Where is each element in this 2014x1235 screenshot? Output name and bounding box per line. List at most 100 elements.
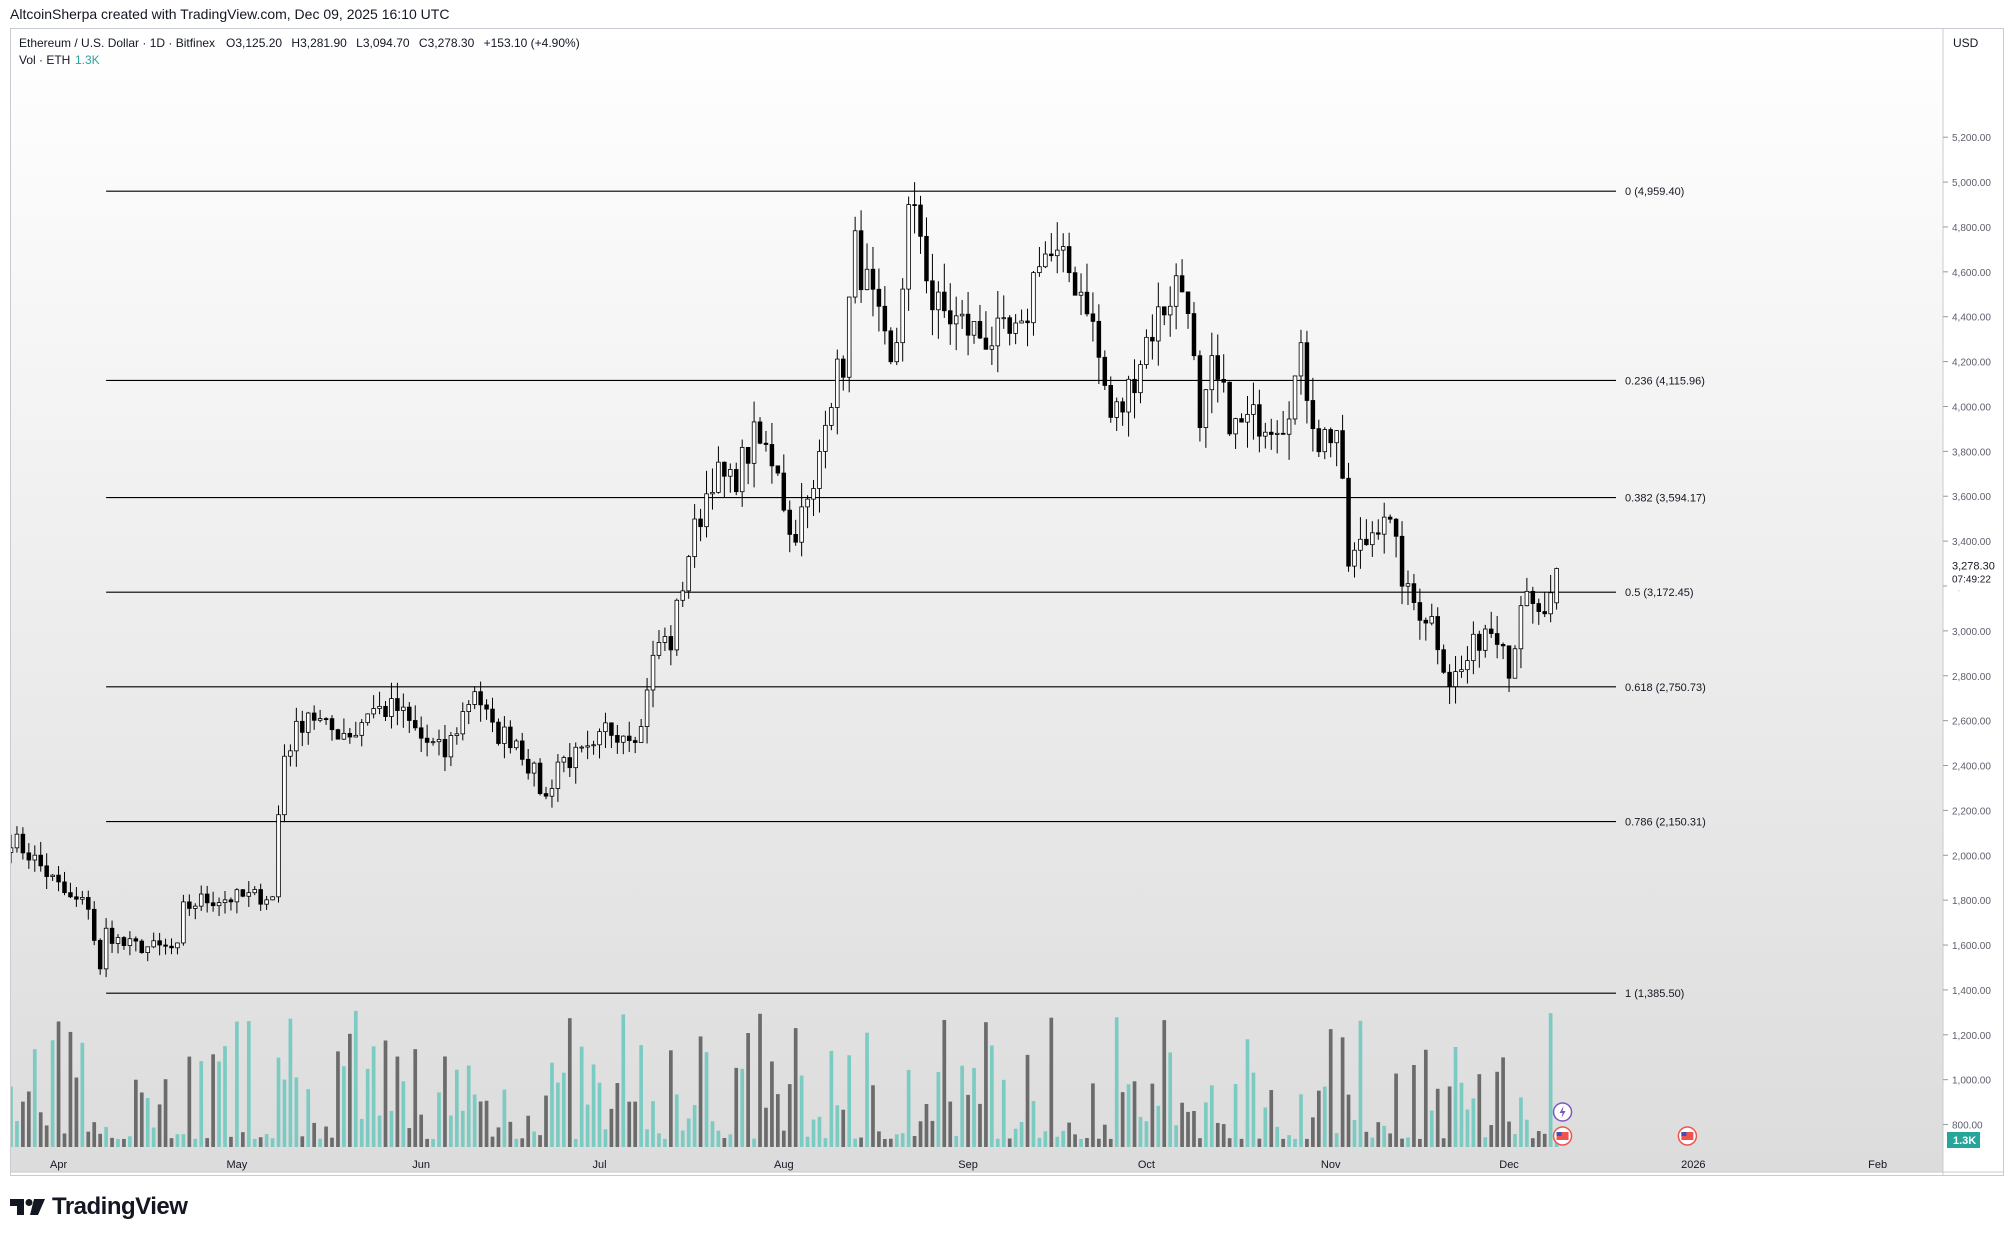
- candle-body[interactable]: [365, 713, 370, 724]
- candle-body[interactable]: [1376, 532, 1381, 535]
- candle-body[interactable]: [965, 313, 971, 336]
- candle-body[interactable]: [187, 901, 192, 909]
- candle-body[interactable]: [1346, 477, 1351, 567]
- candle-body[interactable]: [1245, 414, 1250, 423]
- fibonacci-retracement[interactable]: 0 (4,959.40) 0.236 (4,115.96) 0.382 (3,594…: [106, 186, 1706, 1000]
- candle-body[interactable]: [442, 739, 448, 758]
- candle-body[interactable]: [38, 854, 43, 867]
- candle-body[interactable]: [734, 469, 739, 493]
- candle-body[interactable]: [971, 321, 977, 336]
- candle-body[interactable]: [1001, 317, 1006, 320]
- candle-body[interactable]: [692, 518, 697, 558]
- candle-body[interactable]: [1429, 616, 1435, 624]
- candle-body[interactable]: [139, 940, 145, 954]
- candle-body[interactable]: [728, 469, 733, 477]
- candle-body[interactable]: [983, 337, 989, 350]
- candle-body[interactable]: [882, 305, 888, 332]
- candle-body[interactable]: [603, 722, 608, 733]
- candle-body[interactable]: [591, 744, 596, 747]
- candle-body[interactable]: [151, 940, 156, 948]
- candle-body[interactable]: [626, 735, 632, 741]
- candle-body[interactable]: [823, 424, 828, 452]
- candle-body[interactable]: [193, 905, 198, 909]
- candle-body[interactable]: [710, 491, 715, 495]
- candle-body[interactable]: [169, 945, 174, 949]
- price-axis[interactable]: USD 800.00 1,000.00 1,200.00 1,400.00 1,600.…: [1943, 36, 1991, 1132]
- candle-body[interactable]: [305, 712, 311, 733]
- candle-body[interactable]: [276, 814, 281, 898]
- candle-body[interactable]: [841, 358, 846, 378]
- price-chart[interactable]: 0 (4,959.40) 0.236 (4,115.96) 0.382 (3,594…: [11, 29, 2003, 1175]
- candle-body[interactable]: [1506, 645, 1512, 679]
- candle-body[interactable]: [1453, 671, 1458, 688]
- candle-body[interactable]: [1381, 516, 1387, 535]
- candle-body[interactable]: [1179, 275, 1185, 293]
- candle-body[interactable]: [1162, 306, 1167, 316]
- candle-body[interactable]: [1286, 418, 1292, 435]
- candle-body[interactable]: [508, 726, 513, 749]
- candle-body[interactable]: [936, 291, 941, 311]
- candle-body[interactable]: [644, 689, 650, 727]
- candle-body[interactable]: [1512, 648, 1518, 679]
- candle-body[interactable]: [1191, 313, 1197, 357]
- candle-body[interactable]: [597, 731, 602, 746]
- candle-body[interactable]: [103, 927, 109, 970]
- candle-body[interactable]: [210, 902, 216, 907]
- candle-body[interactable]: [573, 746, 578, 769]
- candle-body[interactable]: [924, 235, 929, 282]
- candle-body[interactable]: [1548, 592, 1553, 615]
- candle-body[interactable]: [1185, 291, 1191, 314]
- candle-body[interactable]: [1066, 246, 1072, 274]
- candle-body[interactable]: [175, 942, 180, 949]
- candle-body[interactable]: [234, 889, 240, 903]
- candle-body[interactable]: [1239, 418, 1244, 423]
- candle-body[interactable]: [615, 735, 620, 743]
- candle-body[interactable]: [389, 698, 394, 717]
- event-markers[interactable]: [1552, 1102, 1698, 1146]
- candle-body[interactable]: [198, 893, 204, 907]
- candle-body[interactable]: [942, 291, 947, 312]
- candle-body[interactable]: [858, 230, 864, 291]
- candle-body[interactable]: [1221, 378, 1226, 383]
- candle-body[interactable]: [638, 726, 644, 743]
- candle-body[interactable]: [407, 706, 412, 721]
- candle-body[interactable]: [829, 407, 834, 426]
- candle-body[interactable]: [1399, 535, 1405, 587]
- candle-body[interactable]: [252, 889, 257, 894]
- candle-body[interactable]: [1072, 272, 1078, 296]
- candle-body[interactable]: [716, 461, 721, 493]
- candle-body[interactable]: [294, 720, 299, 752]
- candle-body[interactable]: [1352, 549, 1357, 567]
- candle-body[interactable]: [787, 509, 792, 535]
- candle-body[interactable]: [519, 740, 525, 760]
- candle-body[interactable]: [1096, 320, 1102, 358]
- candle-body[interactable]: [656, 642, 662, 656]
- candle-body[interactable]: [329, 718, 335, 731]
- candle-body[interactable]: [918, 204, 923, 237]
- candle-body[interactable]: [793, 534, 798, 543]
- candle-body[interactable]: [1007, 317, 1012, 334]
- candle-body[interactable]: [496, 721, 501, 744]
- candle-body[interactable]: [133, 938, 139, 942]
- candle-body[interactable]: [775, 465, 781, 474]
- candle-body[interactable]: [1197, 355, 1203, 428]
- candle-body[interactable]: [1465, 660, 1470, 671]
- candle-body[interactable]: [525, 758, 531, 774]
- candle-body[interactable]: [781, 472, 787, 511]
- candle-body[interactable]: [264, 899, 269, 905]
- candle-body[interactable]: [1459, 669, 1464, 673]
- candle-body[interactable]: [1060, 246, 1066, 251]
- candle-body[interactable]: [739, 447, 745, 493]
- candle-body[interactable]: [454, 733, 460, 736]
- candle-body[interactable]: [68, 892, 73, 898]
- candle-body[interactable]: [995, 317, 1001, 347]
- candle-body[interactable]: [763, 442, 769, 445]
- candle-body[interactable]: [1435, 616, 1440, 651]
- candle-body[interactable]: [1132, 378, 1137, 394]
- candle-body[interactable]: [86, 897, 91, 910]
- candle-body[interactable]: [1090, 313, 1096, 322]
- candle-body[interactable]: [621, 735, 626, 743]
- candle-body[interactable]: [876, 288, 882, 307]
- candle-body[interactable]: [1055, 249, 1060, 257]
- candle-body[interactable]: [1441, 649, 1446, 673]
